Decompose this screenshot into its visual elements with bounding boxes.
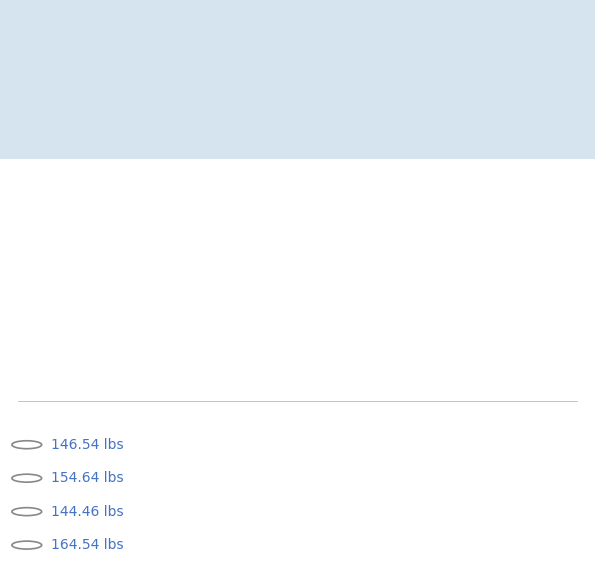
Circle shape — [118, 239, 215, 280]
Text: X: X — [461, 258, 468, 268]
Circle shape — [132, 245, 201, 274]
Circle shape — [64, 220, 269, 306]
Circle shape — [65, 222, 268, 307]
Circle shape — [156, 255, 177, 264]
Text: r =8 ft: r =8 ft — [190, 237, 227, 246]
Circle shape — [108, 234, 226, 284]
Circle shape — [115, 238, 219, 282]
Wedge shape — [354, 218, 550, 259]
Circle shape — [149, 252, 184, 267]
Text: 4: 4 — [464, 253, 471, 263]
Text: 146.54 lbs: 146.54 lbs — [51, 438, 123, 452]
Circle shape — [101, 232, 233, 287]
Circle shape — [66, 223, 267, 308]
Text: 8: 8 — [428, 245, 435, 255]
Circle shape — [354, 218, 550, 301]
Circle shape — [65, 220, 269, 306]
Circle shape — [67, 225, 266, 309]
Circle shape — [111, 236, 222, 283]
Circle shape — [104, 233, 229, 286]
Circle shape — [63, 217, 270, 304]
Bar — [131, 306, 295, 328]
Circle shape — [139, 248, 195, 271]
Circle shape — [90, 228, 243, 291]
Text: 285 lbs: 285 lbs — [464, 308, 510, 321]
Circle shape — [445, 215, 459, 221]
Circle shape — [136, 246, 198, 273]
Circle shape — [94, 229, 239, 290]
Circle shape — [67, 224, 267, 308]
Text: 164.54 lbs: 164.54 lbs — [51, 538, 123, 552]
Bar — [57, 329, 137, 331]
Text: 4: 4 — [464, 279, 471, 289]
Text: A: A — [12, 35, 25, 48]
Text: is at rest as shown. Determine force P required to: is at rest as shown. Determine force P r… — [142, 28, 478, 42]
Circle shape — [87, 226, 246, 293]
Text: A: A — [12, 35, 25, 48]
Text: A: A — [15, 28, 28, 42]
Circle shape — [121, 241, 212, 278]
Circle shape — [73, 220, 261, 299]
Circle shape — [452, 283, 464, 288]
Circle shape — [97, 230, 236, 288]
Text: P: P — [196, 198, 204, 211]
Circle shape — [65, 222, 268, 307]
Bar — [57, 328, 137, 343]
Circle shape — [67, 225, 267, 309]
Circle shape — [142, 249, 191, 270]
Text: 8: 8 — [464, 213, 471, 222]
Circle shape — [125, 242, 208, 277]
Circle shape — [163, 258, 170, 261]
Circle shape — [83, 224, 250, 295]
Text: (10 Points): (10 Points) — [15, 116, 86, 129]
Text: RA: RA — [303, 298, 321, 311]
Text: A: A — [366, 261, 374, 274]
Circle shape — [64, 218, 270, 305]
Text: 144.46 lbs: 144.46 lbs — [51, 505, 123, 519]
Circle shape — [62, 216, 271, 303]
Circle shape — [159, 257, 174, 262]
Circle shape — [62, 216, 271, 303]
Text: move the tank up the higher-level surface?: move the tank up the higher-level surfac… — [15, 73, 303, 86]
Circle shape — [62, 216, 271, 303]
Text: 154.64 lbs: 154.64 lbs — [51, 471, 123, 485]
Circle shape — [153, 254, 180, 265]
Circle shape — [62, 216, 271, 304]
Circle shape — [64, 219, 269, 305]
Bar — [131, 307, 295, 308]
Circle shape — [146, 251, 187, 268]
Circle shape — [63, 217, 270, 304]
Circle shape — [67, 226, 266, 310]
Circle shape — [67, 224, 267, 308]
Text: 4 ft: 4 ft — [39, 312, 58, 322]
Circle shape — [70, 218, 264, 300]
Circle shape — [66, 217, 267, 302]
Circle shape — [76, 221, 257, 298]
Text: P: P — [476, 201, 484, 213]
Circle shape — [64, 218, 270, 304]
Circle shape — [162, 257, 171, 262]
Circle shape — [80, 223, 253, 296]
Circle shape — [129, 244, 205, 275]
Text: 285-lb cylindrical tank: 285-lb cylindrical tank — [26, 28, 193, 42]
Circle shape — [65, 221, 268, 307]
Circle shape — [65, 221, 268, 306]
Circle shape — [66, 223, 267, 308]
Text: RA: RA — [321, 241, 339, 254]
